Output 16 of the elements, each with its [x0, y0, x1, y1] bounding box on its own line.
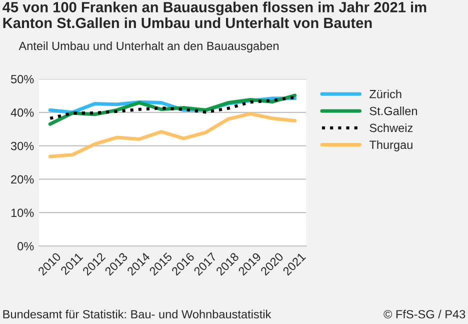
legend-label: St.Gallen [370, 106, 417, 116]
line-series [48, 96, 296, 120]
y-tick-label: 0% [18, 242, 34, 250]
y-tick-label: 30% [10, 142, 34, 150]
y-tick-label: 20% [11, 175, 34, 184]
legend-label: Zürich [370, 90, 402, 98]
chart-title: 45 von 100 Franken an Bauausgaben flossen im Jahr 2021 im Kanton St.Gallen in Umbau und Unterhalt von Bauten [2, 2, 426, 28]
y-tick-label: 40% [10, 108, 34, 117]
line-series [48, 112, 297, 158]
y-tick-label: 50% [10, 75, 34, 84]
text: Bundesamt für Statistik: Bau- und Wohnbaustatistik [3, 310, 272, 318]
text: © FfS-SG / P43 [384, 310, 466, 318]
y-tick-label: 10% [11, 208, 34, 217]
legend-label: Schweiz [370, 123, 413, 132]
legend-label: Thurgau [369, 140, 412, 152]
y-axis-title: Anteil Umbau und Unterhalt an den Bauausgaben [18, 41, 279, 52]
